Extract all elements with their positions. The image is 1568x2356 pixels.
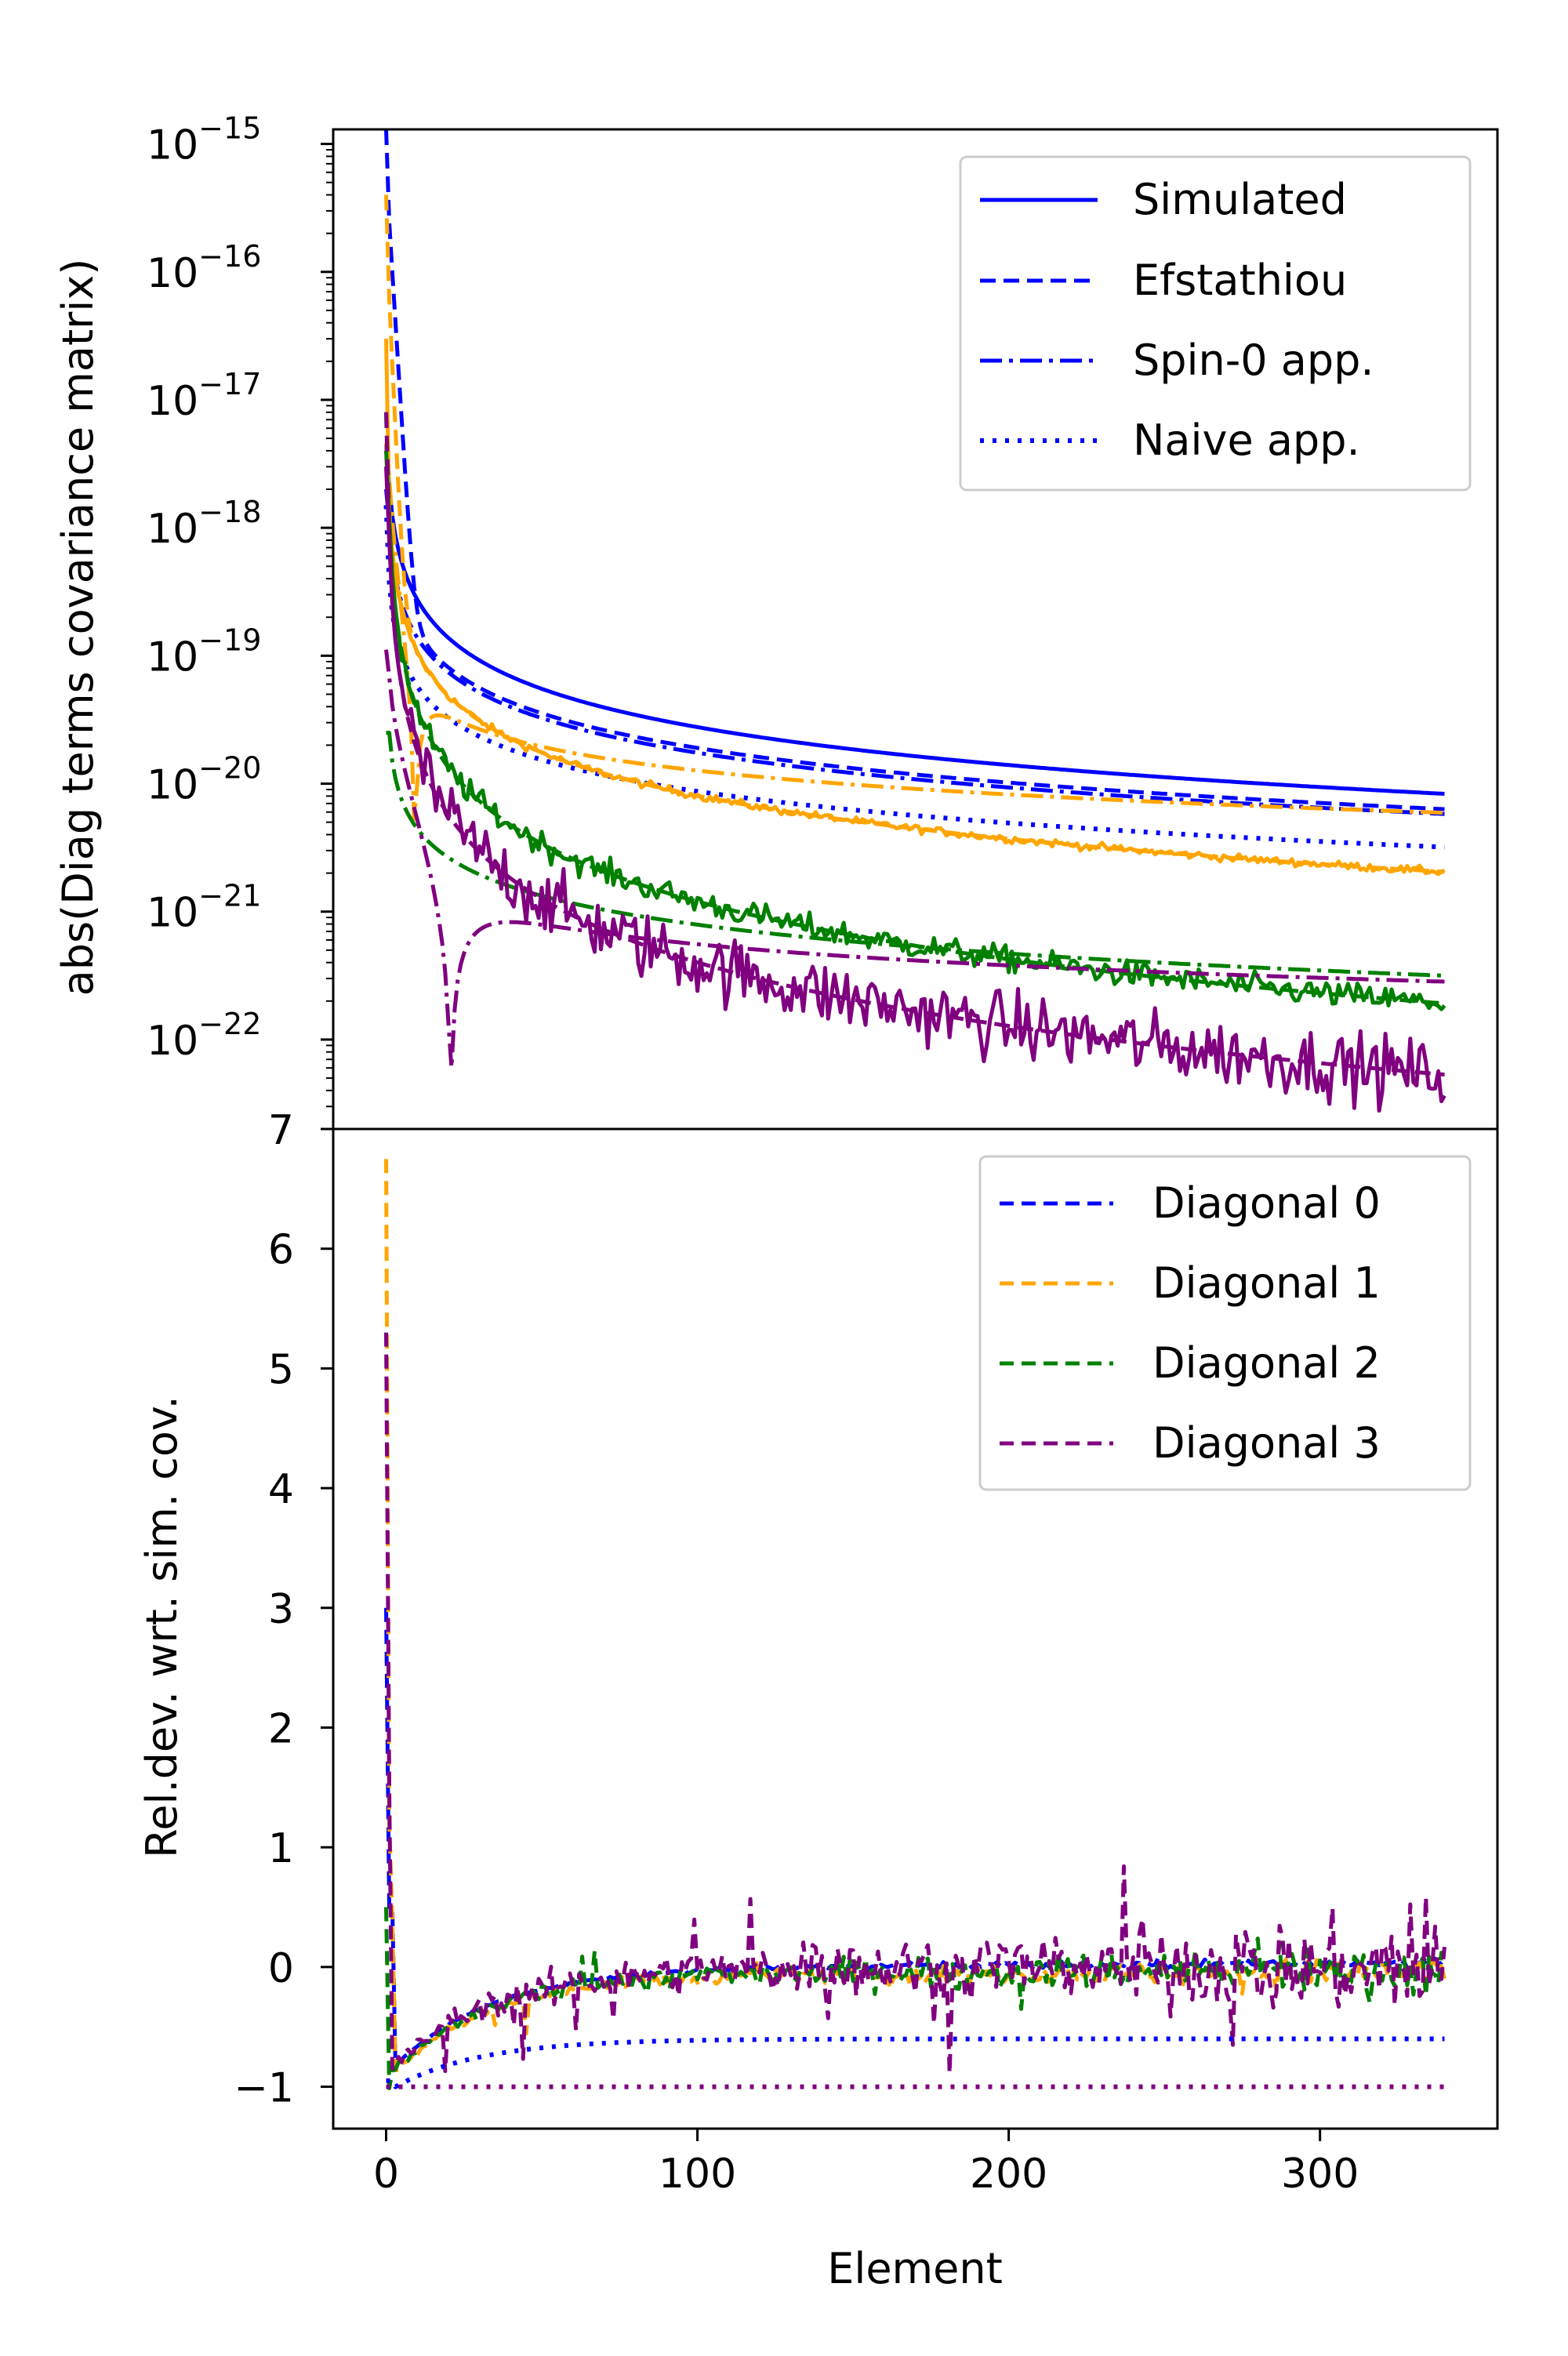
- bottom-y-tick-label: 0: [268, 1945, 294, 1992]
- top-legend-box: [959, 155, 1472, 492]
- legend-label-spin0: Spin-0 app.: [1133, 336, 1374, 385]
- bottom-y-ticks: −1 0 1 2 3 4 5 6 7: [234, 1107, 333, 2112]
- bottom-panel: −1 0 1 2 3 4 5 6 7 0 100 200 300 Rel.dev. wrt. sim.…: [137, 1107, 1499, 2293]
- bottom-legend: Diagonal 0 Diagonal 1 Diagonal 2 Diagona…: [978, 1155, 1472, 1491]
- x-tick-label: 100: [659, 2151, 736, 2198]
- bottom-y-tick-label: 3: [268, 1586, 294, 1633]
- bottom-y-tick-label: 6: [268, 1227, 294, 1274]
- tick-base: 10: [147, 1018, 198, 1065]
- series-spin0-diag3: [384, 649, 1445, 1070]
- legend-label-diagonal-3: Diagonal 3: [1152, 1418, 1381, 1468]
- series-naive-diag0: [383, 505, 1445, 850]
- top-series-group: [383, 129, 1446, 1113]
- tick-exponent: −20: [198, 751, 261, 786]
- bottom-plot-frame: [332, 1127, 1499, 2130]
- series-efstathiou-diag1: [384, 194, 1445, 874]
- tick-exponent: −16: [198, 239, 261, 274]
- series-efstathiou-diag3: [384, 412, 1445, 1077]
- rel-dev-diag0-naive: [386, 2036, 1445, 2089]
- top-y-tick-label: 10−21: [147, 879, 261, 937]
- tick-exponent: −19: [198, 623, 261, 657]
- top-legend: Simulated Efstathiou Spin-0 app. Naive a…: [959, 155, 1472, 492]
- top-panel: 10−1510−1610−1710−1810−1910−2010−2110−22…: [53, 111, 1499, 1131]
- top-y-tick-label: 10−17: [147, 367, 261, 425]
- tick-base: 10: [147, 122, 198, 169]
- tick-base: 10: [147, 506, 198, 553]
- top-y-tick-label: 10−19: [147, 623, 261, 681]
- series-simulated-diag2: [384, 450, 1446, 1011]
- series-efstathiou-diag2: [384, 412, 1445, 1006]
- tick-base: 10: [147, 890, 198, 937]
- bottom-y-tick-label: 5: [268, 1346, 294, 1393]
- top-y-axis-label: abs(Diag terms covariance matrix): [53, 259, 103, 996]
- tick-base: 10: [147, 762, 198, 809]
- top-y-tick-label: 10−22: [147, 1007, 261, 1065]
- x-tick-label: 0: [373, 2151, 399, 2198]
- legend-label-diagonal-2: Diagonal 2: [1152, 1338, 1381, 1388]
- tick-exponent: −18: [198, 495, 261, 529]
- series-simulated-diag3: [384, 466, 1446, 1113]
- series-spin0-diag2: [386, 731, 1445, 978]
- bottom-y-tick-label: 7: [268, 1107, 294, 1154]
- tick-exponent: −15: [198, 111, 261, 146]
- legend-label-diagonal-0: Diagonal 0: [1152, 1178, 1381, 1228]
- rel-dev-diag3-efstathiou: [384, 1332, 1446, 2076]
- bottom-y-axis-label: Rel.dev. wrt. sim. cov.: [137, 1396, 187, 1858]
- bottom-y-tick-label: 1: [268, 1825, 294, 1872]
- series-spin0-diag1: [384, 443, 1445, 821]
- x-tick-label: 200: [970, 2151, 1047, 2198]
- bottom-series-group: [384, 1159, 1446, 2090]
- top-y-tick-label: 10−15: [147, 111, 261, 169]
- legend-label-diagonal-1: Diagonal 1: [1152, 1258, 1381, 1308]
- bottom-y-tick-label: 2: [268, 1705, 294, 1752]
- bottom-legend-box: [978, 1155, 1472, 1491]
- series-spin0-diag0: [384, 488, 1445, 816]
- legend-label-naive: Naive app.: [1133, 416, 1360, 465]
- tick-exponent: −22: [198, 1007, 261, 1041]
- tick-exponent: −21: [198, 879, 261, 913]
- legend-label-simulated: Simulated: [1133, 175, 1347, 224]
- tick-base: 10: [147, 378, 198, 425]
- legend-label-efstathiou: Efstathiou: [1133, 256, 1347, 305]
- series-simulated-diag0: [384, 445, 1445, 796]
- tick-exponent: −17: [198, 367, 261, 401]
- top-y-tick-label: 10−20: [147, 751, 261, 809]
- tick-base: 10: [147, 250, 198, 297]
- top-y-tick-label: 10−16: [147, 239, 261, 297]
- bottom-y-tick-label: 4: [268, 1466, 294, 1513]
- x-axis-label: Element: [827, 2244, 1003, 2293]
- bottom-y-tick-label: −1: [234, 2065, 294, 2112]
- x-tick-label: 300: [1281, 2151, 1359, 2198]
- top-y-tick-label: 10−18: [147, 495, 261, 553]
- bottom-x-ticks: 0 100 200 300: [373, 2129, 1359, 2198]
- tick-base: 10: [147, 633, 198, 681]
